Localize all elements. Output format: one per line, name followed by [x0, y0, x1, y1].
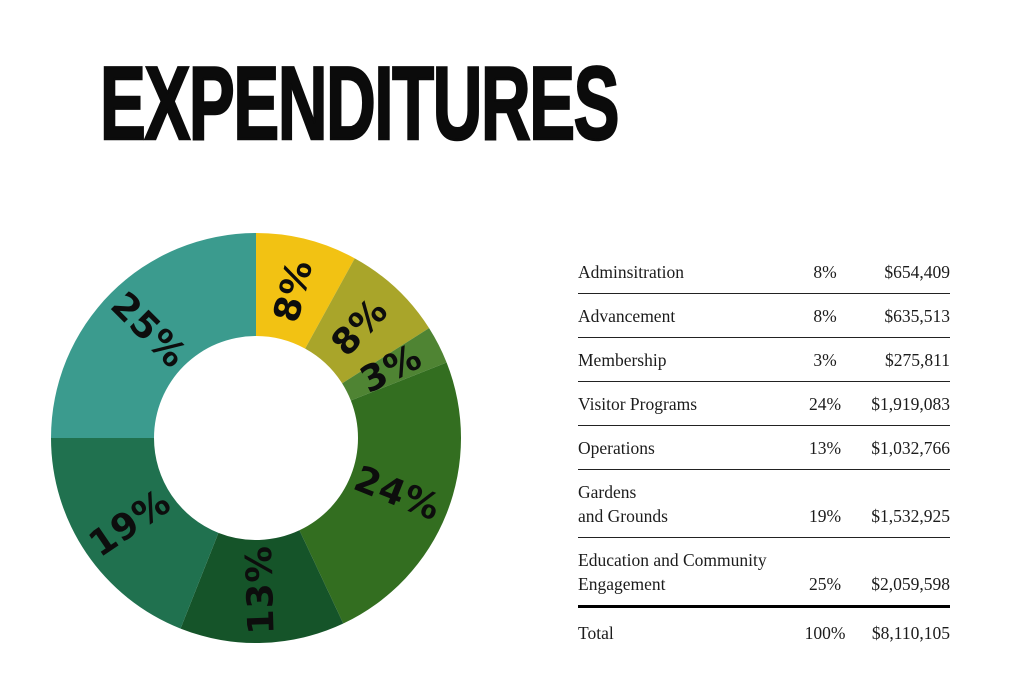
row-percent-value: 24%: [808, 394, 842, 414]
expenditures-table: Adminsitration 8% $654,409 Advancement 8% $63…: [578, 250, 950, 654]
donut-slice-percent-label: 13%: [239, 545, 283, 635]
table-row: Adminsitration 8% $654,409: [578, 250, 950, 294]
row-percent-value: 19%: [808, 506, 842, 526]
row-category-label: Operations: [578, 438, 655, 458]
table-row: Education and Community Engagement 25% $2,…: [578, 538, 950, 605]
table-row: Membership 3% $275,811: [578, 338, 950, 382]
row-dollar-amount: $275,811: [885, 350, 950, 370]
expenditures-donut-chart: 8% 8% 3% 24% 13% 19% 25%: [51, 233, 462, 643]
table-row: Gardens and Grounds 19% $1,532,925: [578, 470, 950, 538]
row-dollar-amount: $1,032,766: [871, 438, 950, 458]
donut-svg: 8% 8%3%24%13%19%25%: [51, 233, 462, 643]
row-percent-value: 8%: [813, 262, 837, 282]
row-percent-value: 100%: [804, 623, 846, 643]
row-dollar-amount: $1,532,925: [871, 506, 950, 526]
row-dollar-amount: $8,110,105: [871, 623, 950, 643]
row-percent-value: 8%: [813, 306, 837, 326]
row-dollar-amount: $2,059,598: [871, 574, 950, 594]
table-row: Visitor Programs 24% $1,919,083: [578, 382, 950, 426]
row-dollar-amount: $1,919,083: [871, 394, 950, 414]
donut-slice-advancement: [305, 258, 430, 384]
row-percent-value: 13%: [808, 438, 842, 458]
row-category-label: Education and Community Engagement: [578, 550, 767, 594]
row-percent-value: 25%: [808, 574, 842, 594]
row-category-label: Gardens and Grounds: [578, 482, 668, 526]
table-row: Advancement 8% $635,513: [578, 294, 950, 338]
donut-slice-gardens-and-grounds: [51, 438, 219, 629]
donut-slice-membership: [342, 328, 447, 401]
table-row-total: Total 100% $8,110,105: [578, 605, 950, 654]
table-row: Operations 13% $1,032,766: [578, 426, 950, 470]
row-dollar-amount: $635,513: [884, 306, 950, 326]
donut-slice-visitor-programs: [299, 362, 462, 624]
donut-slice-education-and-community-engagement: [51, 233, 256, 438]
row-percent-value: 3%: [813, 350, 837, 370]
donut-slice-operations: [180, 530, 344, 643]
donut-slice-adminsitration: [256, 233, 355, 349]
page-title: EXPENDITURES: [99, 46, 620, 162]
row-category-label: Adminsitration: [578, 262, 684, 282]
row-category-label: Total: [578, 623, 614, 643]
row-category-label: Advancement: [578, 306, 676, 326]
row-category-label: Membership: [578, 350, 667, 370]
row-dollar-amount: $654,409: [884, 262, 950, 282]
row-category-label: Visitor Programs: [578, 394, 698, 414]
